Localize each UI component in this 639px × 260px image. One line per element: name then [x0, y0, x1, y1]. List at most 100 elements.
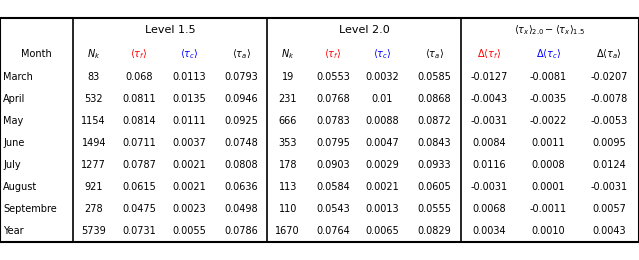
Text: 0.0946: 0.0946 [224, 94, 258, 104]
Text: 0.0933: 0.0933 [417, 160, 451, 170]
Bar [358, 42, 407, 66]
Bar [358, 88, 407, 110]
Bar [164, 176, 215, 198]
Text: 0.0829: 0.0829 [417, 226, 451, 236]
Text: 0.0605: 0.0605 [417, 182, 451, 192]
Bar [114, 110, 164, 132]
Bar [358, 220, 407, 242]
Text: Month: Month [21, 49, 52, 59]
Bar [164, 154, 215, 176]
Text: 19: 19 [282, 72, 294, 82]
Bar [358, 176, 407, 198]
Bar [0, 132, 73, 154]
Bar [580, 220, 639, 242]
Text: August: August [3, 182, 37, 192]
Text: 83: 83 [88, 72, 100, 82]
Text: 0.0764: 0.0764 [316, 226, 350, 236]
Bar [517, 154, 580, 176]
Text: 5739: 5739 [81, 226, 106, 236]
Text: 0.0553: 0.0553 [316, 72, 350, 82]
Bar [215, 42, 267, 66]
Bar [517, 198, 580, 220]
Text: June: June [3, 138, 24, 148]
Text: 0.0748: 0.0748 [224, 138, 258, 148]
Text: 0.0903: 0.0903 [316, 160, 350, 170]
Text: 0.0783: 0.0783 [316, 116, 350, 126]
Text: 0.0068: 0.0068 [472, 204, 506, 214]
Text: -0.0031: -0.0031 [591, 182, 628, 192]
Text: -0.0081: -0.0081 [530, 72, 567, 82]
Bar [308, 88, 358, 110]
Bar [267, 42, 308, 66]
Bar [164, 132, 215, 154]
Text: 921: 921 [84, 182, 103, 192]
Text: 0.0057: 0.0057 [592, 204, 626, 214]
Text: 0.0013: 0.0013 [366, 204, 399, 214]
Bar [114, 88, 164, 110]
Text: July: July [3, 160, 20, 170]
Bar [461, 66, 517, 88]
Text: -0.0043: -0.0043 [471, 94, 508, 104]
Text: 0.0135: 0.0135 [173, 94, 206, 104]
Bar [580, 176, 639, 198]
Bar [0, 176, 73, 198]
Text: 0.0065: 0.0065 [366, 226, 399, 236]
Bar [73, 18, 267, 42]
Bar [215, 66, 267, 88]
Text: Septembre: Septembre [3, 204, 57, 214]
Bar [164, 66, 215, 88]
Bar [114, 176, 164, 198]
Text: -0.0127: -0.0127 [470, 72, 508, 82]
Bar [267, 18, 461, 42]
Bar [461, 110, 517, 132]
Text: 0.0032: 0.0032 [366, 72, 399, 82]
Bar [461, 132, 517, 154]
Bar [358, 132, 407, 154]
Bar [0, 18, 73, 42]
Text: 0.0868: 0.0868 [417, 94, 451, 104]
Text: $\langle\tau_a\rangle$: $\langle\tau_a\rangle$ [232, 47, 251, 61]
Text: 0.0111: 0.0111 [173, 116, 206, 126]
Text: $\langle\tau_f\rangle$: $\langle\tau_f\rangle$ [325, 47, 342, 61]
Bar [517, 176, 580, 198]
Text: 178: 178 [279, 160, 297, 170]
Bar [114, 66, 164, 88]
Bar [164, 110, 215, 132]
Bar [164, 42, 215, 66]
Bar [407, 154, 461, 176]
Text: Level 2.0: Level 2.0 [339, 25, 390, 35]
Text: 231: 231 [279, 94, 297, 104]
Text: 1670: 1670 [275, 226, 300, 236]
Bar [407, 66, 461, 88]
Text: 0.0843: 0.0843 [417, 138, 451, 148]
Bar [358, 110, 407, 132]
Bar [517, 220, 580, 242]
Bar [517, 132, 580, 154]
Text: -0.0207: -0.0207 [590, 72, 628, 82]
Text: $N_k$: $N_k$ [87, 47, 100, 61]
Text: $\langle\tau_f\rangle$: $\langle\tau_f\rangle$ [130, 47, 148, 61]
Bar [114, 132, 164, 154]
Text: 0.0793: 0.0793 [224, 72, 258, 82]
Bar [517, 110, 580, 132]
Text: 0.0872: 0.0872 [417, 116, 451, 126]
Bar [0, 110, 73, 132]
Text: 0.0113: 0.0113 [173, 72, 206, 82]
Text: 0.0787: 0.0787 [122, 160, 156, 170]
Bar [461, 18, 639, 42]
Text: -0.0078: -0.0078 [590, 94, 628, 104]
Bar [73, 66, 114, 88]
Bar [215, 132, 267, 154]
Text: -0.0035: -0.0035 [530, 94, 567, 104]
Text: 0.0010: 0.0010 [532, 226, 566, 236]
Text: $\langle\tau_x\rangle_{2.0} - \langle\tau_x\rangle_{1.5}$: $\langle\tau_x\rangle_{2.0} - \langle\ta… [514, 23, 586, 37]
Bar [580, 110, 639, 132]
Bar [0, 88, 73, 110]
Bar [215, 176, 267, 198]
Text: May: May [3, 116, 23, 126]
Text: $\langle\tau_a\rangle$: $\langle\tau_a\rangle$ [425, 47, 444, 61]
Bar [308, 42, 358, 66]
Text: 113: 113 [279, 182, 297, 192]
Text: 0.0808: 0.0808 [224, 160, 258, 170]
Text: 0.0124: 0.0124 [592, 160, 626, 170]
